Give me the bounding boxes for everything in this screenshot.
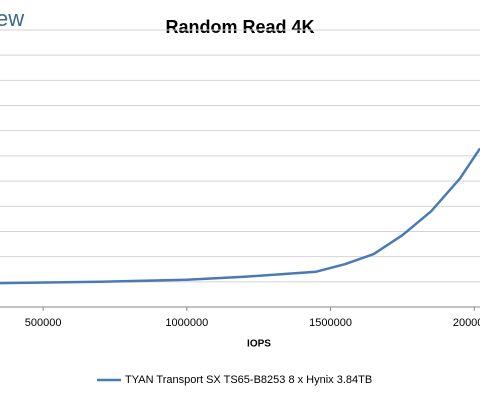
legend-label: TYAN Transport SX TS65-B8253 8 x Hynix 3… (125, 374, 372, 386)
x-tick-label: 500000 (25, 317, 62, 329)
x-tick-label: 1500000 (309, 317, 352, 329)
x-tick-label: 1000000 (165, 317, 208, 329)
x-tick-label: 2000000 (453, 317, 480, 329)
x-axis-label: IOPS (247, 339, 271, 350)
series-line (0, 147, 480, 285)
logo: ew (0, 6, 24, 31)
chart-title: Random Read 4K (165, 17, 314, 37)
